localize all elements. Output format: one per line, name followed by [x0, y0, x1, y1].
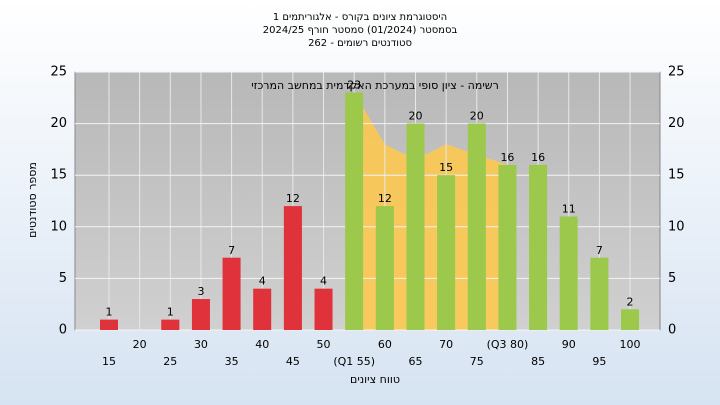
- x-tick-label: 95: [592, 355, 606, 368]
- x-tick-label: 60: [378, 338, 392, 351]
- annotation: רשימה - ציון סופי במערכת האקדמית במחשב ה…: [251, 79, 499, 92]
- y-tick-label: 15: [50, 168, 67, 183]
- x-tick-label: 75: [470, 355, 484, 368]
- bar-shine: [283, 206, 302, 330]
- bar-shine: [222, 257, 241, 330]
- value-label: 4: [259, 275, 266, 288]
- x-tick-label: 15: [102, 355, 116, 368]
- y-tick-label: 20: [50, 116, 67, 131]
- bar-shine: [253, 288, 272, 330]
- value-label: 3: [197, 285, 204, 298]
- y2-tick-label: 20: [668, 116, 685, 131]
- value-label: 7: [596, 244, 603, 257]
- x-tick-label: 40: [255, 338, 269, 351]
- x-tick-label: 65: [409, 355, 423, 368]
- bar-shine: [161, 319, 180, 330]
- y2-tick-label: 0: [668, 323, 676, 338]
- x-tick-label: 45: [286, 355, 300, 368]
- value-label: 12: [286, 192, 300, 205]
- value-label: 16: [500, 151, 514, 164]
- x-tick-label: 100: [620, 338, 641, 351]
- value-label: 1: [106, 306, 113, 319]
- bar-shine: [467, 123, 486, 330]
- x-tick-label: (Q1 55): [333, 355, 375, 368]
- y2-tick-label: 10: [668, 219, 685, 234]
- bar-shine: [529, 164, 548, 330]
- y2-tick-label: 25: [668, 65, 685, 80]
- x-tick-label: 25: [163, 355, 177, 368]
- value-label: 11: [562, 202, 576, 215]
- bar-shine: [621, 309, 640, 330]
- bar-shine: [406, 123, 425, 330]
- value-label: 16: [531, 151, 545, 164]
- bar-shine: [375, 206, 394, 330]
- value-label: 4: [320, 275, 327, 288]
- value-label: 1: [167, 306, 174, 319]
- y-tick-label: 0: [59, 323, 67, 338]
- x-tick-label: 50: [317, 338, 331, 351]
- x-axis-label: טווח ציונים: [350, 373, 400, 386]
- bar-shine: [590, 257, 609, 330]
- value-label: 12: [378, 192, 392, 205]
- bar-shine: [498, 164, 517, 330]
- value-label: 20: [409, 110, 423, 123]
- bar-shine: [314, 288, 333, 330]
- bar-shine: [100, 319, 118, 330]
- x-tick-label: 20: [133, 338, 147, 351]
- y2-tick-label: 15: [668, 168, 685, 183]
- title-line: היסטוגרמת ציונים בקורס - אלגוריתמים 1: [273, 12, 447, 23]
- bar-shine: [437, 175, 456, 330]
- bar-shine: [559, 216, 578, 330]
- title-line: בסמסטר (01/2024) סמסטר חורף 2024/25: [263, 25, 458, 36]
- y-tick-label: 25: [50, 65, 67, 80]
- x-tick-label: 30: [194, 338, 208, 351]
- value-label: 7: [228, 244, 235, 257]
- y-axis-label: מספר סטודנטים: [26, 162, 39, 238]
- x-tick-label: 85: [531, 355, 545, 368]
- x-tick-label: 90: [562, 338, 576, 351]
- value-label: 23: [347, 79, 361, 92]
- value-label: 15: [439, 161, 453, 174]
- y-tick-label: 5: [59, 271, 67, 286]
- x-tick-label: (Q3 80): [487, 338, 529, 351]
- value-label: 2: [627, 295, 634, 308]
- bar-shine: [191, 299, 210, 330]
- x-tick-label: 35: [225, 355, 239, 368]
- title-line: סטודנטים רשומים - 262: [308, 38, 412, 49]
- y-tick-label: 10: [50, 219, 67, 234]
- bar-shine: [345, 92, 364, 330]
- x-tick-label: 70: [439, 338, 453, 351]
- value-label: 20: [470, 110, 484, 123]
- y2-tick-label: 5: [668, 271, 676, 286]
